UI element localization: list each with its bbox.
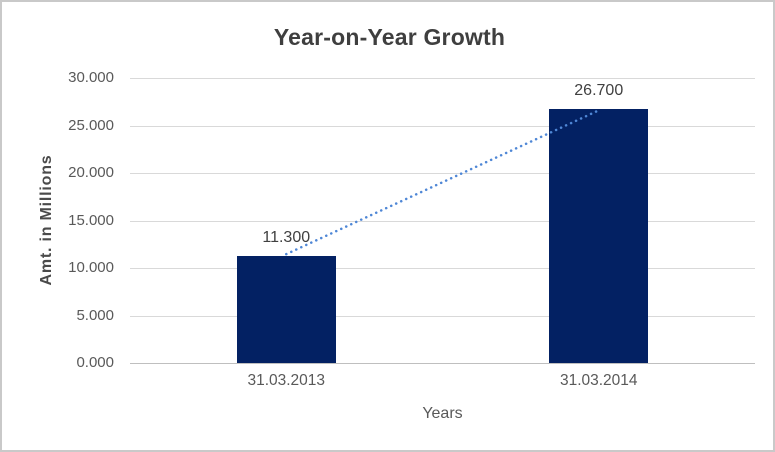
bar <box>549 109 649 363</box>
x-axis-category-label: 31.03.2014 <box>559 372 638 389</box>
x-axis-category-label: 31.03.2013 <box>247 372 326 389</box>
bar-data-label: 26.700 <box>574 82 624 100</box>
y-axis-tick-label: 5.000 <box>76 306 114 324</box>
gridline <box>130 268 755 269</box>
y-axis-tick-label: 30.000 <box>68 69 114 86</box>
gridline <box>130 173 755 174</box>
chart-title: Year-on-Year Growth <box>273 24 506 50</box>
x-axis-title: Years <box>422 405 463 422</box>
y-axis-tick-label: 15.000 <box>68 211 114 229</box>
gridline <box>130 125 755 127</box>
bar <box>236 255 336 363</box>
x-axis-line <box>130 363 755 364</box>
gridline <box>130 315 755 317</box>
bar-data-label: 11.300 <box>262 228 311 246</box>
gridline <box>130 220 755 222</box>
y-axis-tick-label: 0.000 <box>76 354 114 371</box>
y-axis-tick-label: 10.000 <box>68 259 114 276</box>
y-axis-tick-label: 25.000 <box>68 116 114 134</box>
gridline <box>130 78 755 79</box>
y-axis-tick-label: 20.000 <box>68 164 114 181</box>
